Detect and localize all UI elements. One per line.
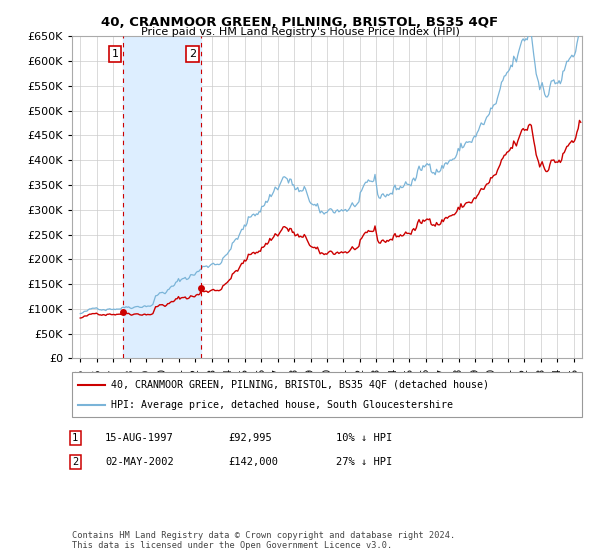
Text: £92,995: £92,995: [228, 433, 272, 443]
Text: 40, CRANMOOR GREEN, PILNING, BRISTOL, BS35 4QF (detached house): 40, CRANMOOR GREEN, PILNING, BRISTOL, BS…: [111, 380, 489, 390]
Text: Contains HM Land Registry data © Crown copyright and database right 2024.
This d: Contains HM Land Registry data © Crown c…: [72, 531, 455, 550]
Bar: [124, 36, 201, 358]
Text: 2: 2: [72, 457, 78, 467]
Text: 15-AUG-1997: 15-AUG-1997: [105, 433, 174, 443]
Text: 2: 2: [189, 49, 196, 59]
Text: Price paid vs. HM Land Registry's House Price Index (HPI): Price paid vs. HM Land Registry's House …: [140, 27, 460, 37]
Text: 10% ↓ HPI: 10% ↓ HPI: [336, 433, 392, 443]
Text: £142,000: £142,000: [228, 457, 278, 467]
Text: 1: 1: [112, 49, 119, 59]
Text: 40, CRANMOOR GREEN, PILNING, BRISTOL, BS35 4QF: 40, CRANMOOR GREEN, PILNING, BRISTOL, BS…: [101, 16, 499, 29]
Text: 1: 1: [72, 433, 78, 443]
Text: HPI: Average price, detached house, South Gloucestershire: HPI: Average price, detached house, Sout…: [111, 400, 453, 410]
Text: 02-MAY-2002: 02-MAY-2002: [105, 457, 174, 467]
Text: 27% ↓ HPI: 27% ↓ HPI: [336, 457, 392, 467]
